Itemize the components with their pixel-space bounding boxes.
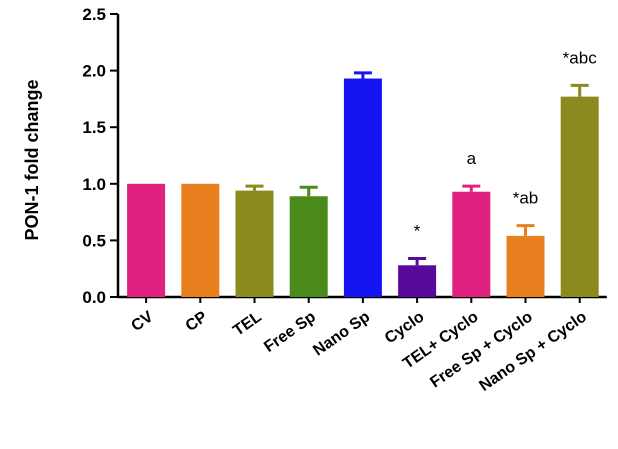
- category-label: TEL: [230, 308, 265, 339]
- y-tick-label: 0.0: [82, 288, 106, 307]
- y-tick-label: 2.0: [82, 62, 106, 81]
- category-label: CP: [183, 308, 211, 335]
- significance-annotation: *ab: [513, 189, 539, 208]
- y-axis-label: PON-1 fold change: [22, 79, 42, 240]
- bar: [506, 235, 545, 297]
- bar: [560, 96, 599, 297]
- significance-annotation: *abc: [563, 48, 598, 67]
- bar: [343, 78, 382, 297]
- y-tick-label: 1.5: [82, 118, 106, 137]
- bar: [289, 196, 328, 297]
- bar: [398, 265, 437, 297]
- category-label: Nano Sp: [310, 308, 373, 359]
- category-label: Cyclo: [382, 308, 428, 347]
- y-tick-label: 1.0: [82, 175, 106, 194]
- bar: [452, 191, 491, 297]
- category-label: Free Sp: [261, 308, 319, 356]
- bar: [181, 183, 220, 297]
- y-tick-label: 0.5: [82, 231, 106, 250]
- significance-annotation: a: [467, 149, 477, 168]
- y-tick-label: 2.5: [82, 5, 106, 24]
- bar: [127, 183, 166, 297]
- significance-annotation: *: [414, 222, 421, 241]
- category-label: CV: [128, 308, 156, 335]
- bar: [235, 190, 274, 297]
- bars: * a *ab *abc: [127, 48, 599, 297]
